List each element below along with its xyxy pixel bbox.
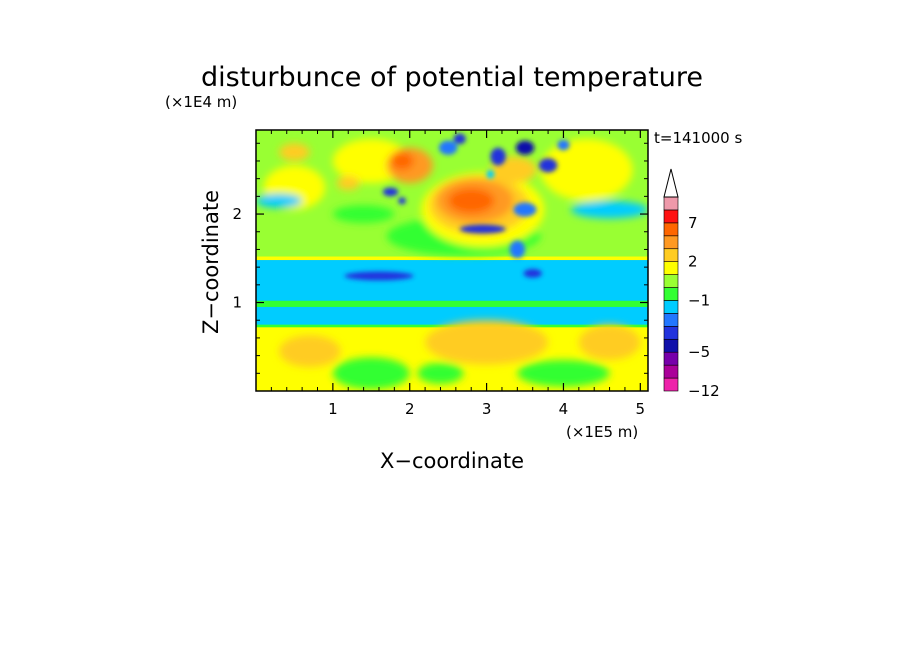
warm-core (448, 188, 495, 214)
cold-spot-8 (513, 202, 537, 217)
colorbar-swatch (663, 338, 679, 353)
yellow-upper-right (540, 138, 633, 201)
colorbar-swatch (663, 300, 679, 314)
blue-streak-left (344, 271, 414, 281)
cold-spot-4 (515, 140, 535, 155)
colorbar-swatch (663, 274, 679, 288)
colorbar-swatch (663, 287, 679, 301)
colorbar-swatch (663, 209, 679, 224)
colorbar-swatch (663, 351, 679, 366)
colorbar-label: 7 (688, 214, 698, 232)
cold-spot-7 (486, 169, 495, 179)
cold-spot-2 (453, 133, 466, 145)
blue-under-core (459, 224, 506, 234)
y-axis-label: Z−coordinate (199, 190, 223, 334)
x-tick-label: 2 (405, 400, 415, 418)
colorbar-swatch (663, 196, 679, 211)
colorbar-label: −12 (688, 382, 720, 400)
colorbar-label: −5 (688, 343, 710, 361)
colorbar-label: −1 (688, 291, 710, 309)
y-unit-label: (×1E4 m) (165, 93, 237, 111)
cyan-streak-left (256, 193, 303, 208)
orange-lower-right (578, 324, 641, 361)
y-axis: 12 (232, 142, 648, 374)
colorbar-swatch (663, 248, 679, 262)
cold-spot-5 (538, 158, 558, 173)
green-patch (332, 205, 395, 223)
plot-frame (255, 129, 649, 392)
field-cold (344, 133, 570, 281)
cold-spot-9 (382, 187, 399, 197)
cold-spot-10 (398, 197, 406, 205)
colorbar-swatch (663, 326, 679, 340)
orange-lower-left (279, 335, 341, 368)
colorbar-swatch (663, 377, 679, 392)
chart-title: disturbunce of potential temperature (201, 62, 703, 93)
x-axis-label: X−coordinate (380, 449, 524, 473)
cyan-streak-right (571, 200, 648, 219)
colorbar-swatch (663, 222, 679, 237)
colorbar-swatch (663, 235, 679, 250)
colorbar-extend-arrow (663, 168, 679, 198)
green-lower-right (517, 360, 610, 387)
y-tick-label: 2 (232, 205, 242, 223)
x-axis: 1 2 3 4 5 (270, 130, 646, 418)
colorbar-label: 2 (688, 253, 698, 271)
warm-left-core (390, 152, 414, 170)
orange-lower (425, 320, 549, 365)
orange-u2 (336, 176, 360, 191)
cold-spot-6 (557, 139, 570, 151)
cold-spot-1 (438, 140, 458, 155)
lower-cyan-strip (256, 306, 648, 325)
x-tick-label: 5 (636, 400, 646, 418)
orange-ul (279, 143, 310, 161)
colorbar-swatch (663, 364, 679, 379)
x-tick-label: 3 (482, 400, 492, 418)
blue-streak-right (523, 268, 542, 278)
x-unit-label: (×1E5 m) (566, 423, 638, 441)
blue-mid (509, 240, 526, 259)
y-tick-label: 1 (232, 294, 242, 312)
field-blobs (256, 138, 648, 390)
colorbar-swatch (663, 313, 679, 327)
colorbar: −12−5−127 (663, 168, 720, 400)
negative-band (256, 260, 648, 303)
colorbar-swatch (663, 261, 679, 275)
contour-field (256, 130, 648, 391)
cold-spot-3 (490, 147, 506, 166)
green-lower-left (332, 357, 410, 390)
time-label: t=141000 s (654, 129, 742, 147)
x-tick-label: 1 (328, 400, 338, 418)
x-tick-label: 4 (559, 400, 569, 418)
green-lower-mid (417, 362, 464, 384)
